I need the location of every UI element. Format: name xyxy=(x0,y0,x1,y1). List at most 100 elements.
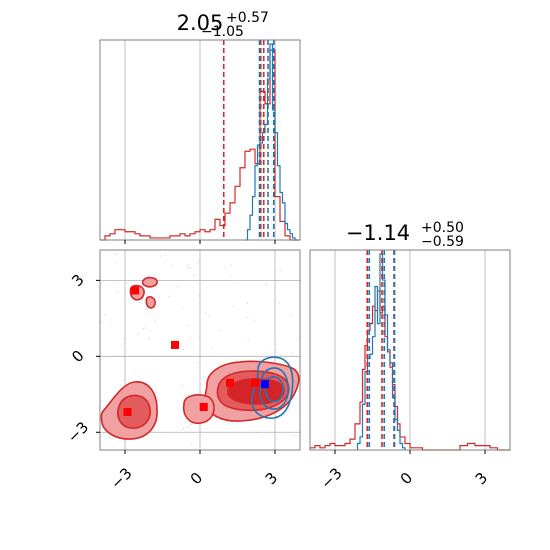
scatter-dot xyxy=(280,354,283,357)
scatter-dot xyxy=(229,276,232,279)
scatter-dot xyxy=(100,400,103,403)
right-xtick-label: 3 xyxy=(472,469,491,488)
top-quantile-lines xyxy=(222,40,275,240)
red-contour-island-1 xyxy=(141,276,158,288)
right-histogram-panel: −3 0 3 −1.14 +0.50 −0.59 xyxy=(309,220,511,493)
contour-xtick-label: 3 xyxy=(262,469,281,488)
contour-plot-area xyxy=(100,253,300,445)
contour-ytick-label: −3 xyxy=(64,418,92,446)
scatter-dot xyxy=(100,321,103,323)
top-hist-blue xyxy=(245,43,298,241)
scatter-dot xyxy=(115,262,118,265)
scatter-dot xyxy=(109,437,111,439)
right-quantile-lines xyxy=(366,250,396,450)
contour-xtick-label: −3 xyxy=(107,464,135,492)
blue-contour-inner xyxy=(264,376,284,403)
scatter-dot xyxy=(171,264,173,267)
scatter-dot xyxy=(147,337,150,340)
scatter-dot xyxy=(137,333,139,335)
scatter-dot xyxy=(204,312,207,314)
scatter-dot xyxy=(116,281,118,284)
top-title-plus: +0.57 xyxy=(226,10,269,26)
right-title-minus: −0.59 xyxy=(421,234,464,250)
scatter-dot xyxy=(190,442,193,445)
scatter-dot xyxy=(126,282,129,284)
scatter-dot xyxy=(196,262,199,264)
scatter-dot xyxy=(160,255,162,257)
blue-contour-mid xyxy=(259,367,290,410)
scatter-dot xyxy=(176,285,179,288)
scatter-dot xyxy=(145,308,147,311)
scatter-dot xyxy=(290,314,292,316)
scatter-dot xyxy=(142,327,144,330)
truth-marker-red xyxy=(131,286,139,295)
contour-markers xyxy=(123,286,269,417)
scatter-dot xyxy=(256,432,259,434)
red-contour-tail xyxy=(182,394,215,425)
right-xtick-label: 0 xyxy=(397,469,416,488)
contour-xtick-label: 0 xyxy=(187,469,206,488)
scatter-dot xyxy=(182,428,185,430)
scatter-dot xyxy=(247,340,250,343)
top-title-minus: −1.05 xyxy=(201,24,244,40)
scatter-dot xyxy=(246,302,249,305)
scatter-dot xyxy=(123,338,125,340)
scatter-dot xyxy=(230,264,233,267)
top-hist-red xyxy=(100,49,300,241)
scatter-dot xyxy=(104,356,107,359)
scatter-dot xyxy=(265,282,267,285)
scatter-dot xyxy=(187,267,190,269)
scatter-dot xyxy=(234,282,237,285)
scatter-dot xyxy=(188,425,190,428)
scatter-dot xyxy=(198,336,200,339)
right-xtick-label: −3 xyxy=(317,464,345,492)
scatter-dot xyxy=(198,430,201,433)
scatter-dot xyxy=(116,291,119,293)
right-title: −1.14 xyxy=(346,221,410,245)
right-tick-marks: −3 0 3 xyxy=(317,450,491,493)
scatter-dot xyxy=(193,274,195,276)
scatter-dot xyxy=(154,319,157,322)
scatter-dot xyxy=(198,259,200,262)
scatter-dot xyxy=(211,346,213,349)
scatter-dot xyxy=(189,337,191,339)
scatter-dot xyxy=(292,434,295,437)
contour-ytick-label: 3 xyxy=(68,271,87,290)
scatter-dot xyxy=(109,323,112,325)
scatter-dot xyxy=(288,409,290,412)
scatter-dot xyxy=(197,295,200,297)
scatter-dot xyxy=(291,352,293,354)
scatter-dot xyxy=(265,284,267,287)
scatter-dot xyxy=(182,348,184,351)
scatter-dot xyxy=(279,270,281,272)
red-contour-mid-lowerleft xyxy=(117,394,151,429)
scatter-dot xyxy=(165,254,167,257)
scatter-dot xyxy=(219,329,222,332)
contour-panel: −3 0 3 −3 0 3 xyxy=(64,249,301,493)
truth-marker-blue xyxy=(261,380,269,389)
top-title: 2.05 xyxy=(177,11,224,35)
scatter-dot xyxy=(143,327,146,329)
scatter-dot xyxy=(231,423,233,425)
top-histogram-series xyxy=(100,43,300,241)
scatter-dot xyxy=(276,343,278,345)
scatter-dot xyxy=(168,295,170,298)
right-grid xyxy=(334,250,486,450)
scatter-dot xyxy=(149,329,151,332)
scatter-dot xyxy=(187,264,189,266)
blue-contour-outer xyxy=(251,356,294,419)
scatter-dot xyxy=(181,306,183,308)
scatter-dot xyxy=(190,423,193,426)
scatter-dot xyxy=(121,344,123,347)
scatter-dot xyxy=(296,338,298,340)
right-title-plus: +0.50 xyxy=(421,220,464,236)
scatter-dot xyxy=(278,302,281,304)
scatter-dot xyxy=(181,385,184,387)
scatter-dot xyxy=(224,266,226,269)
scatter-dot xyxy=(233,305,236,307)
scatter-dot xyxy=(208,315,211,317)
scatter-dot xyxy=(189,267,191,269)
truth-marker-red xyxy=(123,408,132,417)
scatter-dot xyxy=(246,316,249,319)
